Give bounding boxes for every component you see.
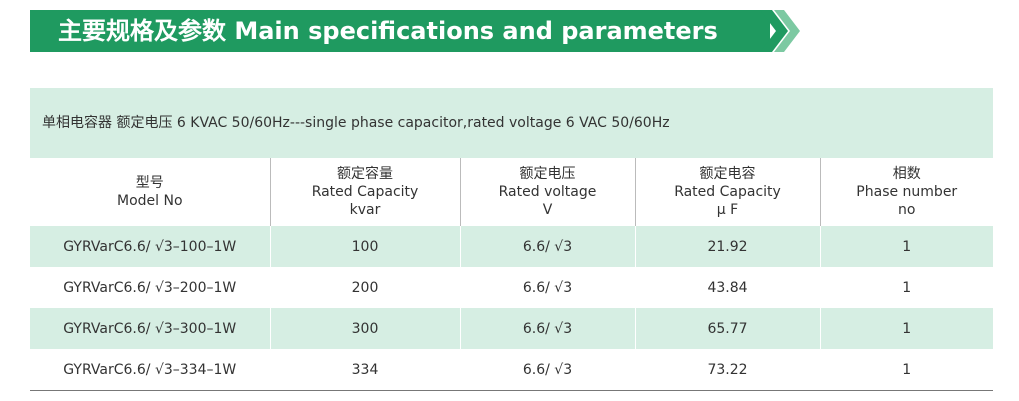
- table-row: GYRVarC6.6/ √3–334–1W 334 6.6/ √3 73.22 1: [30, 349, 993, 391]
- title-banner: 主要规格及参数 Main specifications and paramete…: [30, 10, 770, 52]
- table-row: GYRVarC6.6/ √3–300–1W 300 6.6/ √3 65.77 1: [30, 308, 993, 349]
- table-cell: 1: [819, 308, 993, 349]
- table-cell: 6.6/ √3: [459, 349, 635, 391]
- header-line: 相数: [892, 166, 921, 182]
- header-line: 型号: [135, 175, 164, 191]
- table-row: GYRVarC6.6/ √3–100–1W 100 6.6/ √3 21.92 1: [30, 226, 993, 267]
- column-header: 额定容量 Rated Capacity kvar: [269, 158, 460, 226]
- table-cell: 65.77: [634, 308, 820, 349]
- header-line: 额定电压: [519, 166, 576, 182]
- table-cell: GYRVarC6.6/ √3–300–1W: [30, 308, 270, 349]
- column-header: 相数 Phase number no: [819, 158, 993, 226]
- header-line: μ F: [716, 202, 739, 218]
- table-cell: GYRVarC6.6/ √3–200–1W: [63, 279, 237, 296]
- table-cell: 300: [269, 308, 460, 349]
- table-cell: 1: [819, 226, 993, 267]
- caption-band: 单相电容器 额定电压 6 KVAC 50/60Hz---single phase…: [30, 88, 993, 158]
- table-cell: 200: [269, 267, 460, 308]
- header-line: Phase number: [856, 184, 958, 200]
- table-cell: GYRVarC6.6/ √3–100–1W: [30, 226, 270, 267]
- table-row: GYRVarC6.6/ √3–200–1W 200 6.6/ √3 43.84 1: [30, 267, 993, 308]
- header-line: 额定容量: [337, 166, 393, 182]
- table-cell: 100: [269, 226, 460, 267]
- table-cell: GYRVarC6.6/ √3–334–1W: [30, 349, 270, 391]
- header-row: 型号 Model No 额定容量 Rated Capacity kvar 额定电压 Rate…: [30, 158, 993, 226]
- title: 主要规格及参数 Main specifications and paramete…: [58, 17, 718, 45]
- table-cell: 21.92: [634, 226, 820, 267]
- table-cell: 6.6/ √3: [459, 308, 635, 349]
- header-line: Rated voltage: [498, 184, 597, 200]
- header-line: V: [542, 202, 553, 218]
- header-line: Model No: [116, 193, 183, 209]
- table-cell: 6.6/ √3: [459, 226, 635, 267]
- header-line: Rated Capacity: [311, 184, 419, 200]
- header-line: kvar: [349, 202, 381, 218]
- header-line: no: [898, 202, 916, 218]
- header-line: Rated Capacity: [674, 184, 781, 200]
- table-body: GYRVarC6.6/ √3–100–1W 100 6.6/ √3 21.92 1 GYR…: [30, 226, 993, 391]
- table-cell: 1: [819, 267, 993, 308]
- table-cell: 334: [269, 349, 460, 391]
- table-cell: 6.6/ √3: [459, 267, 635, 308]
- column-header: 型号 Model No: [30, 158, 270, 226]
- column-header: 额定电容 Rated Capacity μ F: [634, 158, 820, 226]
- table-cell: 43.84: [634, 267, 820, 308]
- table-cell: 1: [819, 349, 993, 391]
- column-header: 额定电压 Rated voltage V: [459, 158, 635, 226]
- header-line: 额定电容: [699, 166, 756, 182]
- chevrons: [760, 10, 800, 52]
- caption: 单相电容器 额定电压 6 KVAC 50/60Hz---single phase…: [42, 115, 670, 131]
- spec-table: 型号 Model No 额定容量 Rated Capacity kvar 额定电压 Rate…: [30, 158, 993, 391]
- table-cell: 73.22: [634, 349, 820, 391]
